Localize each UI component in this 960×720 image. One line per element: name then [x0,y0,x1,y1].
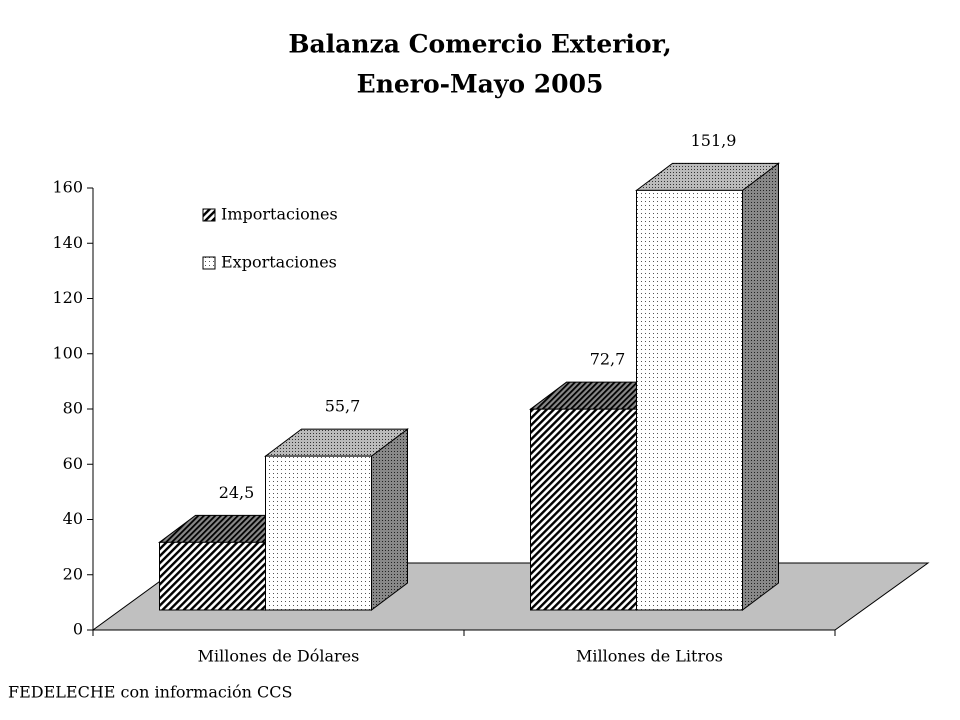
y-tick-label: 0 [73,620,83,639]
bar [159,541,266,611]
legend-swatch [202,208,216,222]
y-tick-label: 160 [52,178,83,197]
y-tick-label: 80 [63,399,83,418]
value-label: 24,5 [219,483,255,502]
bar [530,408,637,611]
bar-side [742,162,779,611]
chart-title: Balanza Comercio Exterior, [288,30,671,59]
chart-title: Enero-Mayo 2005 [357,70,604,99]
value-label: 72,7 [590,350,626,369]
bar [265,455,372,611]
y-tick-label: 120 [52,288,83,307]
bar-side [371,428,408,611]
y-tick-label: 140 [52,233,83,252]
y-tick-label: 60 [63,454,83,473]
legend-label: Exportaciones [221,253,337,272]
x-tick-label: Millones de Litros [576,647,723,666]
y-tick-label: 100 [52,343,83,362]
y-tick-label: 40 [63,509,83,528]
value-label: 55,7 [325,397,361,416]
source-note: FEDELECHE con información CCS [8,683,292,702]
legend-label: Importaciones [221,205,338,224]
bar [636,189,743,611]
x-tick-label: Millones de Dólares [198,647,360,666]
legend-swatch [202,256,216,270]
y-tick-label: 20 [63,564,83,583]
value-label: 151,9 [691,131,737,150]
